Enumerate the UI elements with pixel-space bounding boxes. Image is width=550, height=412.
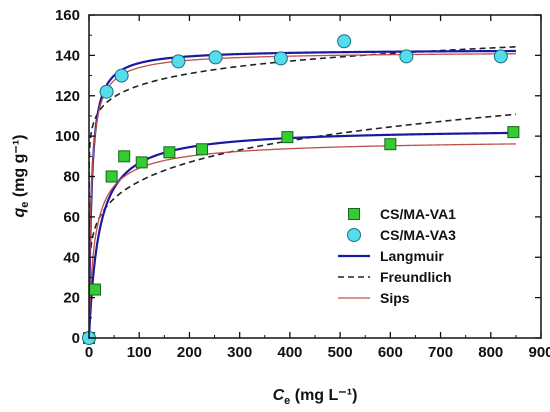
legend-square-marker: [348, 208, 360, 220]
y-tick-label: 20: [63, 290, 80, 307]
x-tick-label: 800: [478, 344, 503, 361]
x-tick-label: 500: [328, 344, 353, 361]
data-point-square: [105, 170, 118, 183]
data-point-square: [118, 150, 131, 163]
data-point-circle: [208, 50, 223, 65]
data-point-circle: [273, 51, 288, 66]
data-point-square: [281, 131, 294, 144]
y-tick-label: 100: [55, 128, 80, 145]
tick-labels: 0 100 200 300 400 500 600 700 800 900 0 20 40 60 80 100…: [55, 7, 550, 361]
x-tick-label: 600: [378, 344, 403, 361]
x-tick-label: 100: [127, 344, 152, 361]
data-point-square: [135, 156, 148, 169]
axes: [88, 14, 542, 339]
x-tick-label: 0: [85, 344, 93, 361]
x-tick-label: 300: [227, 344, 252, 361]
fit-curves: [89, 46, 516, 338]
sips-fit-va3: [89, 53, 516, 338]
x-tick-label: 700: [428, 344, 453, 361]
legend-label: Sips: [380, 290, 410, 306]
data-point-square: [196, 143, 208, 156]
y-tick-label: 80: [63, 169, 80, 186]
legend-label: CS/MA-VA1: [380, 206, 456, 222]
x-tick-label: 200: [177, 344, 202, 361]
sips-fit-va1: [89, 143, 516, 338]
data-point-square: [89, 283, 102, 296]
y-tick-label: 160: [55, 7, 80, 24]
data-point-circle: [493, 49, 508, 64]
data-point-circle: [399, 49, 414, 64]
freundlich-fit-va3: [89, 46, 516, 338]
freundlich-fit-va1: [89, 113, 516, 338]
y-tick-label: 60: [63, 209, 80, 226]
data-point-square: [507, 126, 520, 139]
y-axis-title: qe (mg g⁻¹): [11, 135, 31, 218]
data-points: [82, 34, 520, 345]
data-point-square: [384, 138, 397, 151]
y-tick-label: 120: [55, 88, 80, 105]
langmuir-fit-va3: [89, 49, 516, 338]
data-point-square: [163, 146, 176, 159]
data-point-circle: [337, 34, 352, 49]
y-tick-label: 40: [63, 249, 80, 266]
legend-circle-marker: [347, 228, 361, 242]
data-point-circle: [99, 84, 114, 99]
legend: CS/MA-VA1 CS/MA-VA3 Langmuir Freundlich Sips: [338, 206, 456, 306]
x-tick-label: 900: [528, 344, 550, 361]
y-tick-label: 140: [55, 47, 80, 64]
legend-label: CS/MA-VA3: [380, 227, 456, 243]
data-point-circle: [171, 54, 186, 69]
legend-label: Freundlich: [380, 269, 452, 285]
x-axis-title: Ce (mg L⁻¹): [273, 387, 358, 407]
y-tick-label: 0: [72, 330, 80, 347]
x-tick-label: 400: [277, 344, 302, 361]
legend-label: Langmuir: [380, 248, 444, 264]
data-point-circle: [114, 68, 129, 83]
